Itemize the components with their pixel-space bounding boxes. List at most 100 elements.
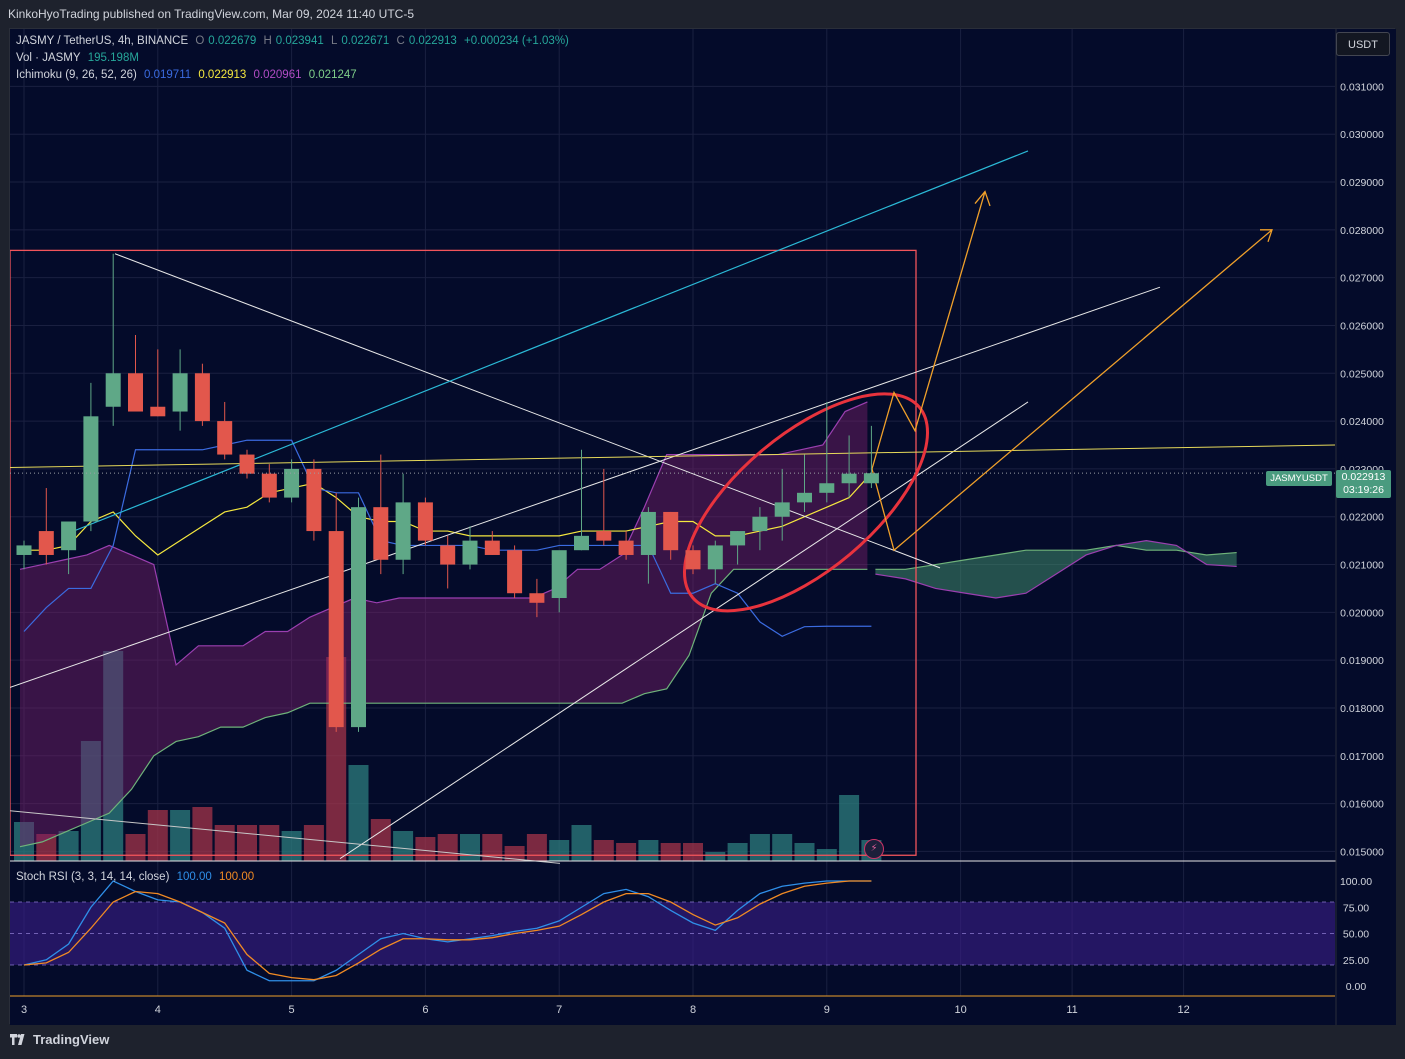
- volume-legend[interactable]: Vol · JASMY 195.198M: [16, 52, 143, 64]
- volume-bar: [170, 810, 191, 861]
- price-tick-label: 0.030000: [1340, 129, 1384, 141]
- time-tick-label: 12: [1177, 1004, 1189, 1016]
- chart-canvas[interactable]: 0.015000 0.016000 0.017000 0.018000 0.019000…: [10, 29, 1396, 1025]
- tradingview-logo-icon: [10, 1034, 25, 1045]
- candle-body: [819, 483, 835, 493]
- high-label: H: [263, 35, 272, 47]
- stoch-tick-label: 75.00: [1343, 902, 1369, 914]
- cyan-channel-line: [69, 150, 1029, 534]
- price-axis-bg: [1336, 29, 1396, 1025]
- tradingview-brand[interactable]: TradingView: [10, 1032, 109, 1047]
- volume-bar: [705, 852, 726, 861]
- volume-bar: [638, 840, 659, 861]
- brand-name: TradingView: [33, 1032, 110, 1047]
- symbol-price-tag: JASMYUSDT: [1266, 471, 1332, 486]
- drawings: [10, 150, 1336, 864]
- stoch-legend[interactable]: Stoch RSI (3, 3, 14, 14, close) 100.00 1…: [16, 871, 258, 883]
- ascending-trendline-upper: [10, 286, 1161, 688]
- orange-arrowhead-upper: [974, 190, 991, 207]
- candle-body: [484, 540, 500, 555]
- volume-bar: [482, 834, 503, 861]
- candle-body: [863, 473, 879, 484]
- price-tick-label: 0.026000: [1340, 320, 1384, 332]
- volume-bar: [504, 846, 525, 861]
- ichimoku-spana-value: 0.021247: [308, 69, 357, 81]
- currency-button[interactable]: USDT: [1336, 32, 1390, 56]
- candle-body: [529, 593, 545, 603]
- candle-body: [841, 473, 857, 484]
- bottom-trendline: [10, 810, 561, 864]
- ichimoku-span-b-future: [875, 540, 1237, 599]
- candle-body: [618, 540, 634, 555]
- volume-bar: [36, 834, 57, 861]
- price-tick-label: 0.020000: [1340, 607, 1384, 619]
- ichimoku-cloud-future: [875, 540, 1237, 599]
- volume-bar: [147, 810, 168, 861]
- open-value: 0.022679: [208, 35, 257, 47]
- volume-bar: [370, 819, 391, 861]
- price-tick-label: 0.025000: [1340, 368, 1384, 380]
- candle-body: [797, 492, 812, 503]
- candle-body: [507, 550, 523, 594]
- volume-bar: [415, 837, 436, 861]
- volume-bar: [571, 825, 592, 861]
- candle-body: [38, 531, 54, 555]
- ichimoku-label[interactable]: Ichimoku (9, 26, 52, 26): [16, 69, 137, 81]
- red-range-box: [10, 249, 917, 856]
- last-price-tag: 0.022913 03:19:26: [1336, 470, 1391, 498]
- volume-bar: [259, 825, 280, 861]
- stoch-d-line: [23, 880, 872, 981]
- volume-bar: [58, 831, 79, 861]
- volume-bar: [437, 834, 458, 861]
- stoch-label[interactable]: Stoch RSI (3, 3, 14, 14, close): [16, 871, 170, 883]
- volume-bar: [303, 825, 324, 861]
- candle-body: [105, 373, 121, 407]
- descending-trendline: [114, 253, 941, 569]
- bar-countdown: 03:19:26: [1343, 484, 1384, 496]
- volume-bar: [616, 843, 637, 861]
- chart-frame[interactable]: 0.015000 0.016000 0.017000 0.018000 0.019000…: [9, 28, 1396, 1025]
- candle-body: [306, 468, 322, 532]
- red-ellipse-highlight: [682, 392, 930, 613]
- volume-bar: [526, 834, 547, 861]
- symbol-name[interactable]: JASMY / TetherUS, 4h, BINANCE: [16, 35, 189, 47]
- time-tick-label: 10: [954, 1004, 966, 1016]
- candle-body: [462, 540, 478, 565]
- volume-label[interactable]: Vol · JASMY: [16, 52, 81, 64]
- price-tick-label: 0.016000: [1340, 799, 1384, 811]
- candle-body: [217, 421, 233, 455]
- candle-body: [551, 550, 567, 599]
- volume-bar: [839, 795, 860, 861]
- candle-body: [730, 531, 746, 546]
- lightning-icon[interactable]: ⚡: [864, 839, 884, 859]
- time-tick-label: 6: [422, 1004, 428, 1016]
- volume-bar: [393, 831, 414, 861]
- price-change: +0.000234 (+1.03%): [464, 35, 569, 47]
- candle-body: [774, 502, 790, 517]
- candle-body: [328, 531, 344, 728]
- volume-bar: [460, 834, 480, 861]
- ichimoku-legend[interactable]: Ichimoku (9, 26, 52, 26) 0.019711 0.0229…: [16, 69, 361, 81]
- volume-bar: [14, 822, 34, 861]
- ichimoku-spanb-value: 0.020961: [253, 69, 302, 81]
- candle-body: [685, 550, 701, 570]
- price-tick-label: 0.015000: [1340, 846, 1384, 858]
- candle-body: [194, 373, 210, 422]
- yellow-horizontal-line: [10, 444, 1336, 468]
- price-tick-label: 0.017000: [1340, 751, 1384, 763]
- stoch-tick-label: 50.00: [1343, 929, 1369, 941]
- volume-bar: [660, 843, 681, 861]
- volume-bars: [14, 651, 882, 861]
- volume-bar: [683, 843, 703, 861]
- candle-body: [596, 531, 612, 541]
- volume-bar: [80, 741, 101, 861]
- price-tick-label: 0.024000: [1340, 416, 1384, 428]
- time-tick-label: 7: [556, 1004, 562, 1016]
- grid-lines: [10, 29, 1335, 996]
- symbol-legend[interactable]: JASMY / TetherUS, 4h, BINANCE O 0.022679 …: [16, 35, 573, 47]
- candle-body: [351, 507, 366, 728]
- high-value: 0.023941: [275, 35, 324, 47]
- volume-bar: [192, 807, 213, 861]
- candle-body: [663, 511, 679, 551]
- candle-body: [707, 545, 723, 570]
